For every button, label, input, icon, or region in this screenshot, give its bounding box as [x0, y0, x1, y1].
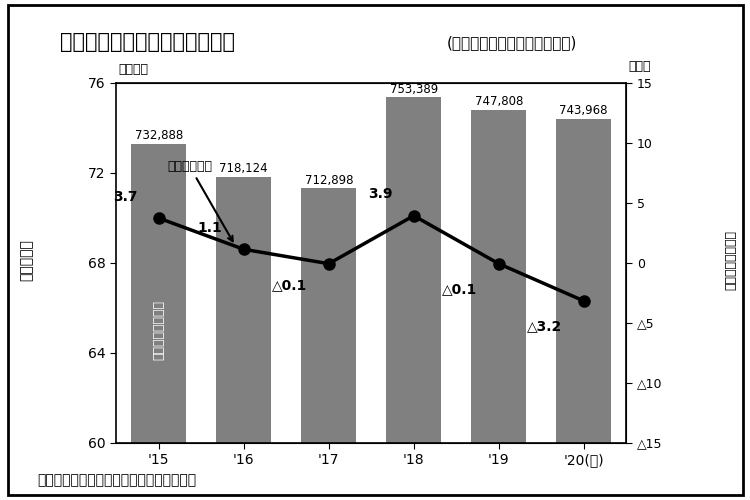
Text: 743,968: 743,968: [560, 104, 608, 117]
Text: 労務行政研究所の発表をもとに本誌作成。: 労務行政研究所の発表をもとに本誌作成。: [38, 474, 197, 488]
Text: 年末一時金妥結額: 年末一時金妥結額: [152, 300, 165, 360]
Bar: [216, 176, 272, 500]
Text: 747,808: 747,808: [475, 95, 523, 108]
Text: △3.2: △3.2: [527, 319, 562, 333]
Text: 718,124: 718,124: [220, 162, 268, 175]
Text: 732,888: 732,888: [135, 128, 183, 141]
Text: 3.9: 3.9: [368, 188, 392, 202]
Bar: [471, 110, 526, 500]
Text: （万円）: （万円）: [118, 62, 148, 76]
Text: 《妥結額》: 《妥結額》: [20, 239, 33, 281]
Bar: [131, 144, 186, 500]
Text: 対前年同期比: 対前年同期比: [167, 160, 232, 242]
Text: 3.7: 3.7: [113, 190, 137, 203]
Text: 712,898: 712,898: [304, 174, 353, 186]
Text: (東証１部上場企業、単純平均): (東証１部上場企業、単純平均): [446, 35, 577, 50]
Text: 《対前年同期比》: 《対前年同期比》: [724, 230, 738, 290]
Text: 753,389: 753,389: [390, 82, 438, 96]
Text: △0.1: △0.1: [272, 278, 308, 292]
Text: △0.1: △0.1: [442, 282, 478, 296]
Bar: [301, 188, 356, 500]
Bar: [556, 118, 611, 500]
Text: 年末賞与・一時金妥結額の推移: 年末賞与・一時金妥結額の推移: [60, 32, 235, 52]
Text: 1.1: 1.1: [198, 221, 223, 235]
Bar: [386, 98, 441, 500]
Text: （％）: （％）: [628, 60, 650, 73]
